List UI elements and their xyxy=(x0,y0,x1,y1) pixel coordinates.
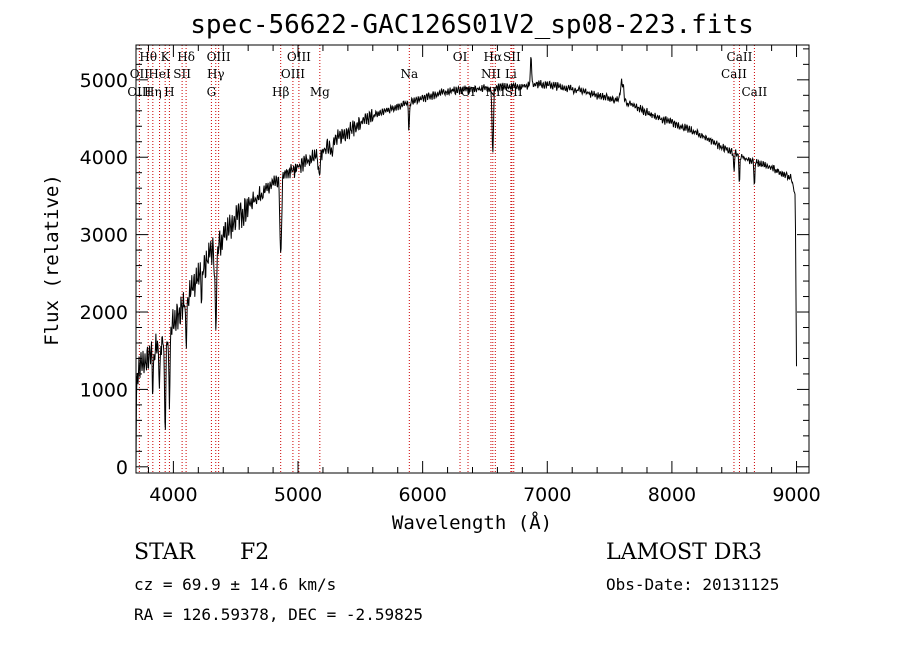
x-axis-ticks: 4000 5000 6000 7000 8000 9000 xyxy=(147,45,821,506)
x-axis-label: Wavelength (Å) xyxy=(392,511,552,534)
spectral-line-label: HeI xyxy=(148,67,171,81)
spectral-line-label: SII xyxy=(173,67,191,81)
y-axis-ticks: 0 1000 2000 3000 4000 5000 xyxy=(80,48,809,479)
object-class: STAR xyxy=(134,540,196,565)
x-tick-label: 6000 xyxy=(398,484,446,506)
obs-date: Obs-Date: 20131125 xyxy=(606,575,779,594)
spectral-line-label: K xyxy=(161,50,171,64)
x-tick-label: 5000 xyxy=(274,484,322,506)
y-axis-label: Flux (relative) xyxy=(41,174,63,346)
y-tick-label: 0 xyxy=(116,457,128,479)
plot-frame xyxy=(135,44,810,474)
spectral-line-label: CaII xyxy=(721,67,747,81)
spectral-line-label: CaII xyxy=(727,50,753,64)
x-tick-label: 8000 xyxy=(648,484,696,506)
redshift-cz: cz = 69.9 ± 14.6 km/s xyxy=(134,575,336,594)
spectrum-line xyxy=(135,57,797,467)
spectral-line-label: Hδ xyxy=(177,50,195,64)
spectral-line-label: Hθ xyxy=(139,50,157,64)
spectral-line-label: H xyxy=(164,85,174,99)
spectral-line-label: Hα xyxy=(484,50,503,64)
y-tick-label: 2000 xyxy=(80,302,128,324)
spectral-line-label: OIII xyxy=(287,50,311,64)
spectral-line-labels: Hθ OII OIII K HeI Hη H SII Hδ OIII Hγ G OIII OIII Hβ Mg… xyxy=(127,50,767,99)
spectral-line-label: Na xyxy=(400,67,418,81)
x-tick-label: 4000 xyxy=(149,484,197,506)
spectral-line-label: OI xyxy=(453,50,468,64)
spectral-line-label: SII xyxy=(503,50,521,64)
spectral-line-label: CaII xyxy=(741,85,767,99)
spectral-line-label: NII xyxy=(481,67,501,81)
x-tick-label: 9000 xyxy=(772,484,820,506)
survey-name: LAMOST DR3 xyxy=(606,540,762,565)
coordinates: RA = 126.59378, DEC = -2.59825 xyxy=(134,605,423,624)
y-tick-label: 5000 xyxy=(80,70,128,92)
y-tick-label: 3000 xyxy=(80,225,128,247)
spectral-line-label: Hγ xyxy=(207,67,225,81)
spectral-line-label: Hβ xyxy=(272,85,289,99)
spectral-line-label: Hη xyxy=(144,85,162,99)
spectral-line-label: OII xyxy=(130,67,150,81)
y-tick-label: 1000 xyxy=(80,379,128,401)
spectral-line-label: OIII xyxy=(207,50,231,64)
spectral-line-label: OIII xyxy=(281,67,305,81)
object-subclass: F2 xyxy=(240,540,269,565)
spectral-line-label: Li xyxy=(505,67,517,81)
spectral-lines xyxy=(138,45,755,473)
spectral-line-label: OIII xyxy=(127,85,151,99)
spectral-line-label: G xyxy=(207,85,217,99)
chart-title: spec-56622-GAC126S01V2_sp08-223.fits xyxy=(190,10,754,40)
spectral-line-label: Mg xyxy=(310,85,330,99)
y-tick-label: 4000 xyxy=(80,147,128,169)
x-tick-label: 7000 xyxy=(523,484,571,506)
